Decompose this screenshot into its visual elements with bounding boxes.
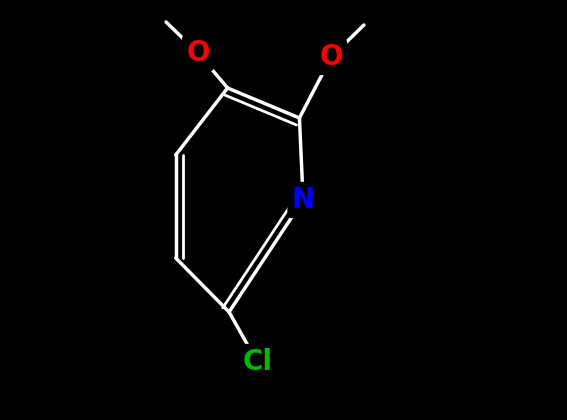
Text: O: O: [320, 43, 343, 71]
Text: O: O: [186, 39, 210, 67]
Text: Cl: Cl: [242, 348, 272, 376]
Text: N: N: [291, 186, 315, 214]
